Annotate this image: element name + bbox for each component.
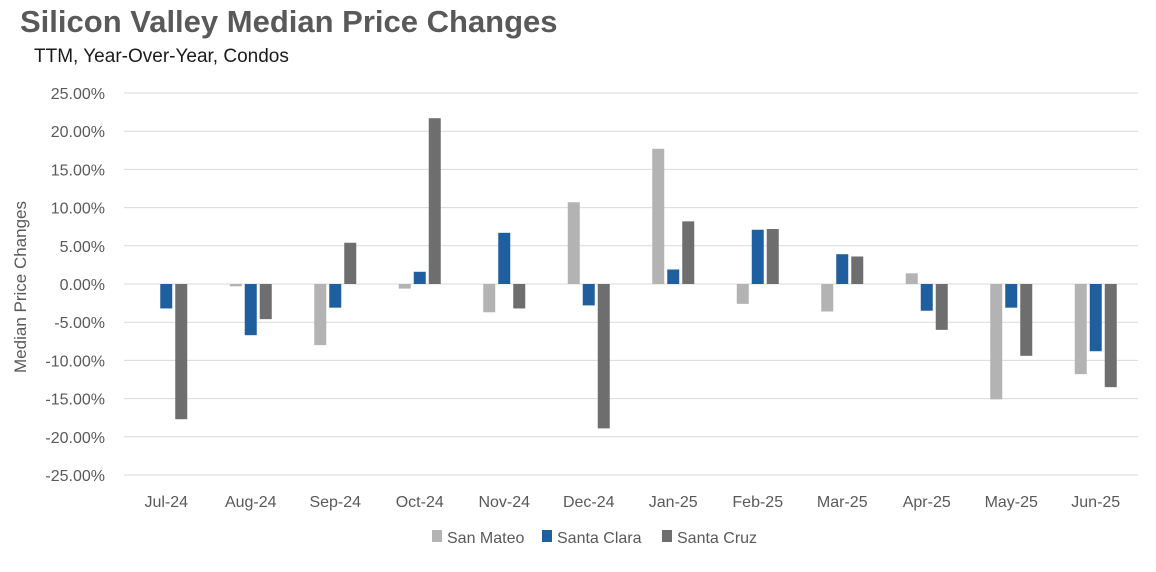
x-tick-label: Jul-24 bbox=[144, 494, 188, 511]
bar-santa-cruz-sep-24 bbox=[344, 242, 357, 284]
bars bbox=[160, 118, 1117, 429]
x-tick-label: Sep-24 bbox=[309, 494, 361, 511]
bar-san-mateo-jan-25 bbox=[652, 148, 665, 284]
bar-san-mateo-feb-25 bbox=[736, 284, 749, 304]
chart-title: Silicon Valley Median Price Changes bbox=[20, 4, 558, 39]
legend-label-santa-clara: Santa Clara bbox=[557, 530, 642, 547]
bar-santa-clara-jun-25 bbox=[1089, 284, 1102, 352]
bar-san-mateo-mar-25 bbox=[821, 284, 834, 312]
bar-santa-clara-aug-24 bbox=[244, 284, 257, 336]
bar-santa-cruz-jul-24 bbox=[175, 284, 188, 420]
bar-santa-clara-dec-24 bbox=[582, 284, 595, 306]
x-tick-label: Nov-24 bbox=[478, 494, 530, 511]
bar-santa-cruz-jun-25 bbox=[1104, 284, 1117, 388]
bar-san-mateo-apr-25 bbox=[905, 273, 918, 284]
legend-swatch-santa-clara bbox=[542, 530, 552, 542]
bar-santa-clara-sep-24 bbox=[329, 284, 342, 308]
x-tick-label: Jan-25 bbox=[649, 494, 698, 511]
bar-santa-clara-oct-24 bbox=[413, 271, 426, 284]
y-tick-label: -20.00% bbox=[45, 430, 105, 447]
bar-san-mateo-nov-24 bbox=[483, 284, 496, 313]
bar-santa-clara-feb-25 bbox=[751, 229, 764, 284]
bar-santa-cruz-apr-25 bbox=[935, 284, 948, 330]
x-tick-label: Apr-25 bbox=[903, 494, 951, 511]
bar-santa-clara-apr-25 bbox=[920, 284, 933, 311]
y-tick-label: 10.00% bbox=[51, 201, 105, 218]
bar-santa-cruz-feb-25 bbox=[766, 228, 779, 284]
legend-swatch-santa-cruz bbox=[662, 530, 672, 542]
gridlines bbox=[124, 92, 1138, 476]
bar-san-mateo-jun-25 bbox=[1074, 284, 1087, 375]
x-tick-label: Aug-24 bbox=[225, 494, 277, 511]
y-axis-title: Median Price Changes bbox=[11, 201, 30, 373]
bar-santa-cruz-nov-24 bbox=[513, 284, 526, 309]
x-tick-label: May-25 bbox=[985, 494, 1038, 511]
legend-label-santa-cruz: Santa Cruz bbox=[677, 530, 757, 547]
bar-san-mateo-sep-24 bbox=[314, 284, 327, 346]
chart-subtitle: TTM, Year-Over-Year, Condos bbox=[34, 46, 289, 67]
bar-santa-clara-jan-25 bbox=[667, 269, 680, 284]
bar-santa-clara-may-25 bbox=[1005, 284, 1018, 308]
x-tick-label: Jun-25 bbox=[1071, 494, 1120, 511]
y-tick-label: -25.00% bbox=[45, 468, 105, 485]
x-tick-label: Oct-24 bbox=[396, 494, 444, 511]
bar-santa-clara-mar-25 bbox=[836, 254, 849, 284]
bar-santa-clara-nov-24 bbox=[498, 232, 511, 284]
bar-san-mateo-dec-24 bbox=[567, 202, 580, 284]
x-axis-ticks: Jul-24 Aug-24 Sep-24 Oct-24 Nov-24 Dec-24 Jan-… bbox=[144, 494, 1120, 511]
bar-santa-clara-jul-24 bbox=[160, 284, 173, 309]
bar-santa-cruz-dec-24 bbox=[597, 284, 610, 429]
bar-san-mateo-aug-24 bbox=[229, 284, 242, 287]
y-tick-label: -5.00% bbox=[54, 315, 105, 332]
y-tick-label: 25.00% bbox=[51, 86, 105, 103]
legend-swatch-san-mateo bbox=[432, 530, 442, 542]
y-tick-label: 15.00% bbox=[51, 162, 105, 179]
bar-santa-cruz-may-25 bbox=[1020, 284, 1033, 356]
bar-santa-cruz-oct-24 bbox=[428, 118, 441, 284]
bar-san-mateo-oct-24 bbox=[398, 284, 411, 289]
y-tick-label: 20.00% bbox=[51, 124, 105, 141]
x-tick-label: Mar-25 bbox=[817, 494, 868, 511]
legend-label-san-mateo: San Mateo bbox=[447, 530, 524, 547]
y-axis-ticks: 25.00% 20.00% 15.00% 10.00% 5.00% 0.00% -5.00%… bbox=[45, 86, 105, 485]
y-tick-label: -15.00% bbox=[45, 392, 105, 409]
y-tick-label: 5.00% bbox=[60, 239, 105, 256]
bar-santa-cruz-aug-24 bbox=[259, 284, 272, 320]
y-tick-label: 0.00% bbox=[60, 277, 105, 294]
bar-santa-cruz-mar-25 bbox=[851, 256, 864, 284]
legend: San Mateo Santa Clara Santa Cruz bbox=[432, 530, 757, 547]
x-tick-label: Feb-25 bbox=[732, 494, 783, 511]
x-tick-label: Dec-24 bbox=[563, 494, 615, 511]
bar-santa-cruz-jan-25 bbox=[682, 221, 695, 284]
y-tick-label: -10.00% bbox=[45, 353, 105, 370]
bar-san-mateo-may-25 bbox=[990, 284, 1003, 400]
